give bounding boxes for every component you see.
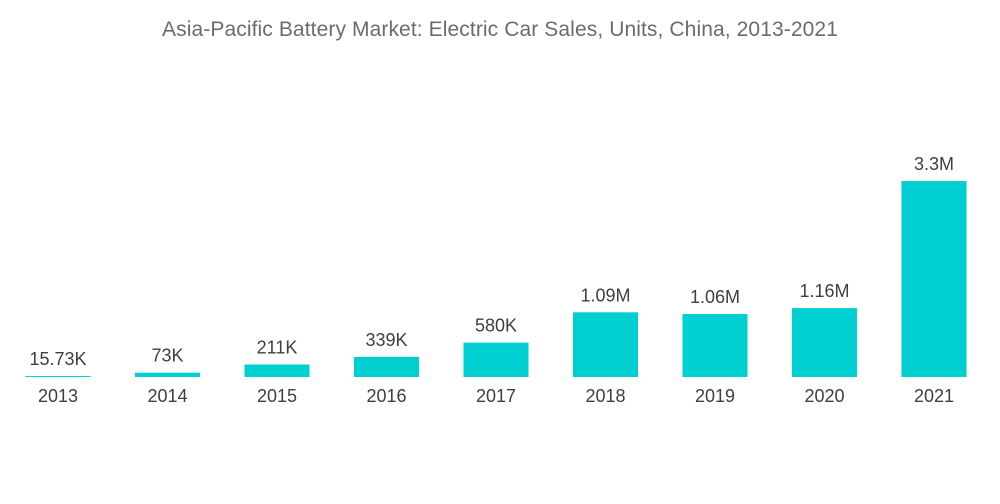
bar-2019 [682,314,748,377]
x-tick-label-2015: 2015 [257,386,297,406]
bar-2021 [901,181,967,377]
bar-2016 [354,356,419,377]
x-tick-label-2016: 2016 [366,386,406,406]
data-label-2017: 580K [475,316,517,336]
bars-layer [25,181,967,377]
x-tick-label-2017: 2017 [476,386,516,406]
x-tick-label-2013: 2013 [38,386,78,406]
data-label-2018: 1.09M [580,285,630,305]
data-label-2015: 211K [257,338,298,358]
bar-2020 [792,308,857,377]
bar-2013 [25,376,91,377]
data-label-2014: 73K [151,346,183,366]
bar-2015 [244,364,310,377]
data-label-2020: 1.16M [799,281,849,301]
data-label-2016: 339K [365,330,407,350]
bar-2014 [135,372,200,377]
bar-2018 [573,312,638,377]
x-tick-label-2020: 2020 [804,386,844,406]
data-label-2019: 1.06M [690,287,740,307]
x-tick-label-2018: 2018 [585,386,625,406]
chart-title: Asia-Pacific Battery Market: Electric Ca… [162,18,838,41]
data-labels-layer: 15.73K 73K 211K 339K 580K 1.09M 1.06M 1.16M 3.3M [29,154,954,369]
data-label-2013: 15.73K [29,349,86,369]
x-tick-label-2021: 2021 [914,386,954,406]
bar-2017 [463,342,529,377]
data-label-2021: 3.3M [914,154,954,174]
x-tick-label-2019: 2019 [695,386,735,406]
x-tick-label-2014: 2014 [147,386,187,406]
x-tick-labels-layer: 2013 2014 2015 2016 2017 2018 2019 2020 2021 [38,386,954,406]
